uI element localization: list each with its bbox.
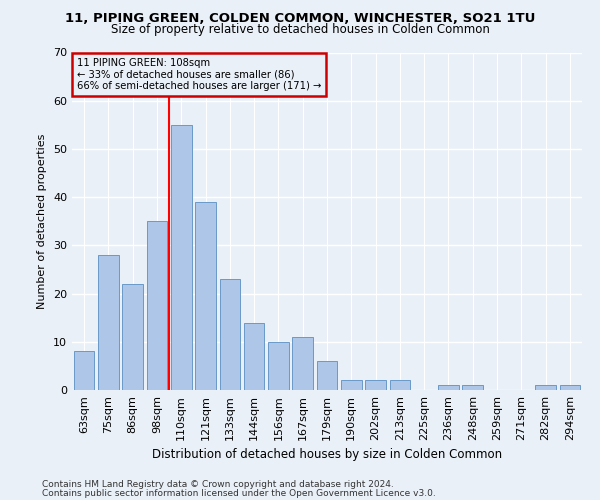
X-axis label: Distribution of detached houses by size in Colden Common: Distribution of detached houses by size … xyxy=(152,448,502,462)
Bar xyxy=(341,380,362,390)
Bar xyxy=(365,380,386,390)
Text: 11, PIPING GREEN, COLDEN COMMON, WINCHESTER, SO21 1TU: 11, PIPING GREEN, COLDEN COMMON, WINCHES… xyxy=(65,12,535,26)
Bar xyxy=(195,202,216,390)
Bar xyxy=(268,342,289,390)
Bar xyxy=(317,361,337,390)
Bar xyxy=(220,279,240,390)
Bar xyxy=(122,284,143,390)
Text: 11 PIPING GREEN: 108sqm
← 33% of detached houses are smaller (86)
66% of semi-de: 11 PIPING GREEN: 108sqm ← 33% of detache… xyxy=(77,58,322,91)
Text: Contains HM Land Registry data © Crown copyright and database right 2024.: Contains HM Land Registry data © Crown c… xyxy=(42,480,394,489)
Bar xyxy=(535,385,556,390)
Y-axis label: Number of detached properties: Number of detached properties xyxy=(37,134,47,309)
Bar xyxy=(560,385,580,390)
Bar xyxy=(292,337,313,390)
Text: Size of property relative to detached houses in Colden Common: Size of property relative to detached ho… xyxy=(110,22,490,36)
Bar xyxy=(389,380,410,390)
Bar xyxy=(146,221,167,390)
Bar xyxy=(463,385,483,390)
Text: Contains public sector information licensed under the Open Government Licence v3: Contains public sector information licen… xyxy=(42,489,436,498)
Bar xyxy=(438,385,459,390)
Bar xyxy=(98,255,119,390)
Bar xyxy=(244,322,265,390)
Bar xyxy=(74,352,94,390)
Bar xyxy=(171,125,191,390)
